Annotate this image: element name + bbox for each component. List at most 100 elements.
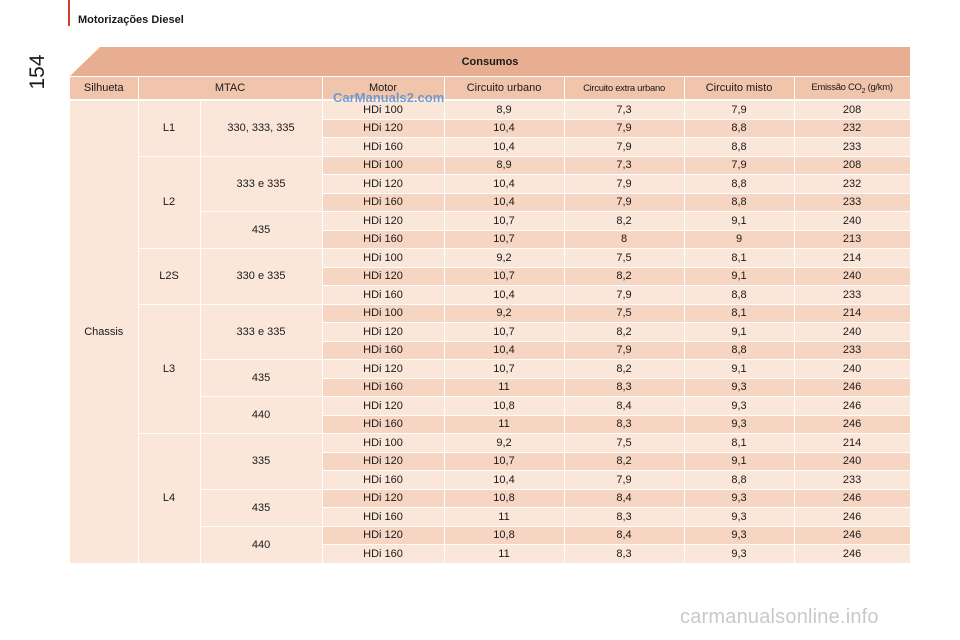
- misto-cell: 9,3: [684, 526, 795, 545]
- urbano-cell: 10,7: [444, 452, 565, 471]
- misto-cell: 7,9: [684, 100, 795, 120]
- urbano-cell: 11: [444, 415, 565, 434]
- emissao-cell: 233: [794, 470, 911, 490]
- misto-cell: 9,1: [684, 322, 795, 342]
- motor-cell: HDi 120: [322, 174, 445, 194]
- mtac-cell: 435: [200, 359, 323, 397]
- header-emissao-subscript: 2: [861, 87, 866, 95]
- table-row: HDi 160 10,4 7,9 8,8 233: [70, 193, 911, 212]
- table-row: HDi 160 10,4 7,9 8,8 233: [70, 470, 911, 490]
- table-row: HDi 160 10,7 8 9 213: [70, 230, 911, 249]
- urbano-cell: 9,2: [444, 304, 565, 323]
- misto-cell: 9: [684, 230, 795, 249]
- urbano-cell: 11: [444, 378, 565, 397]
- model-cell: L2S: [138, 248, 201, 305]
- emissao-cell: 240: [794, 359, 911, 379]
- extra-urbano-cell: 7,9: [564, 285, 685, 305]
- urbano-cell: 10,7: [444, 322, 565, 342]
- table-row: L2S 330 e 335 HDi 100 9,2 7,5 8,1 214: [70, 248, 911, 305]
- misto-cell: 9,3: [684, 396, 795, 416]
- emissao-cell: 240: [794, 267, 911, 286]
- misto-cell: 9,3: [684, 378, 795, 397]
- table-row: L3 333 e 335 HDi 100 9,2 7,5 8,1 214: [70, 304, 911, 434]
- table-row: HDi 160 11 8,3 9,3 246: [70, 544, 911, 564]
- extra-urbano-cell: 8: [564, 230, 685, 249]
- table-row: L4 335 HDi 100 9,2 7,5 8,1 214: [70, 433, 911, 564]
- motor-cell: HDi 120: [322, 396, 445, 416]
- urbano-cell: 10,4: [444, 174, 565, 194]
- watermark-bottom: carmanualsonline.info: [680, 606, 879, 628]
- extra-urbano-cell: 7,9: [564, 341, 685, 360]
- motor-cell: HDi 100: [322, 156, 445, 175]
- table-banner: Consumos: [70, 47, 910, 76]
- motor-cell: HDi 120: [322, 526, 445, 545]
- urbano-cell: 10,4: [444, 341, 565, 360]
- misto-cell: 7,9: [684, 156, 795, 175]
- misto-cell: 8,1: [684, 433, 795, 453]
- table-row: HDi 160 10,4 7,9 8,8 233: [70, 137, 911, 157]
- mtac-cell: 440: [200, 396, 323, 434]
- misto-cell: 8,8: [684, 119, 795, 138]
- accent-bar: [68, 0, 70, 26]
- extra-urbano-cell: 8,2: [564, 359, 685, 379]
- header-urbano: Circuito urbano: [444, 77, 565, 101]
- motor-cell: HDi 100: [322, 433, 445, 453]
- extra-urbano-cell: 7,3: [564, 100, 685, 120]
- emissao-cell: 214: [794, 248, 911, 268]
- misto-cell: 8,1: [684, 248, 795, 268]
- table-row: HDi 160 10,4 7,9 8,8 233: [70, 285, 911, 305]
- table-row: 440 HDi 120 10,8 8,4 9,3 246: [70, 396, 911, 434]
- misto-cell: 9,3: [684, 415, 795, 434]
- mtac-cell: 330, 333, 335: [200, 100, 323, 157]
- table-row: HDi 160 10,4 7,9 8,8 233: [70, 341, 911, 360]
- extra-urbano-cell: 7,9: [564, 174, 685, 194]
- extra-urbano-cell: 8,4: [564, 526, 685, 545]
- urbano-cell: 10,7: [444, 230, 565, 249]
- table-row: HDi 120 10,7 8,2 9,1 240: [70, 267, 911, 286]
- urbano-cell: 10,4: [444, 137, 565, 157]
- table-row: 435 HDi 120 10,8 8,4 9,3 246: [70, 489, 911, 527]
- extra-urbano-cell: 8,2: [564, 267, 685, 286]
- urbano-cell: 10,7: [444, 211, 565, 231]
- motor-cell: HDi 100: [322, 304, 445, 323]
- misto-cell: 9,1: [684, 359, 795, 379]
- emissao-cell: 246: [794, 526, 911, 545]
- extra-urbano-cell: 8,3: [564, 544, 685, 564]
- model-cell: L3: [138, 304, 201, 434]
- motor-cell: HDi 120: [322, 452, 445, 471]
- emissao-cell: 240: [794, 322, 911, 342]
- urbano-cell: 11: [444, 544, 565, 564]
- table-row: HDi 160 11 8,3 9,3 246: [70, 507, 911, 527]
- table-row: HDi 120 10,4 7,9 8,8 232: [70, 174, 911, 194]
- misto-cell: 8,8: [684, 193, 795, 212]
- motor-cell: HDi 160: [322, 193, 445, 212]
- emissao-cell: 233: [794, 341, 911, 360]
- extra-urbano-cell: 7,3: [564, 156, 685, 175]
- motor-cell: HDi 100: [322, 100, 445, 120]
- urbano-cell: 10,7: [444, 359, 565, 379]
- motor-cell: HDi 160: [322, 378, 445, 397]
- misto-cell: 9,3: [684, 544, 795, 564]
- emissao-cell: 240: [794, 452, 911, 471]
- extra-urbano-cell: 8,2: [564, 322, 685, 342]
- extra-urbano-cell: 7,9: [564, 137, 685, 157]
- extra-urbano-cell: 7,9: [564, 470, 685, 490]
- urbano-cell: 10,4: [444, 470, 565, 490]
- extra-urbano-cell: 7,9: [564, 193, 685, 212]
- urbano-cell: 10,8: [444, 489, 565, 508]
- emissao-cell: 246: [794, 415, 911, 434]
- header-motor: Motor: [322, 77, 445, 101]
- motor-cell: HDi 160: [322, 507, 445, 527]
- extra-urbano-cell: 8,3: [564, 507, 685, 527]
- emissao-cell: 214: [794, 433, 911, 453]
- model-cell: L1: [138, 100, 201, 157]
- misto-cell: 8,8: [684, 137, 795, 157]
- emissao-cell: 246: [794, 396, 911, 416]
- motor-cell: HDi 120: [322, 267, 445, 286]
- header-mtac: MTAC: [138, 77, 323, 101]
- urbano-cell: 10,8: [444, 526, 565, 545]
- emissao-cell: 232: [794, 174, 911, 194]
- misto-cell: 9,1: [684, 452, 795, 471]
- motor-cell: HDi 120: [322, 119, 445, 138]
- model-cell: L2: [138, 156, 201, 249]
